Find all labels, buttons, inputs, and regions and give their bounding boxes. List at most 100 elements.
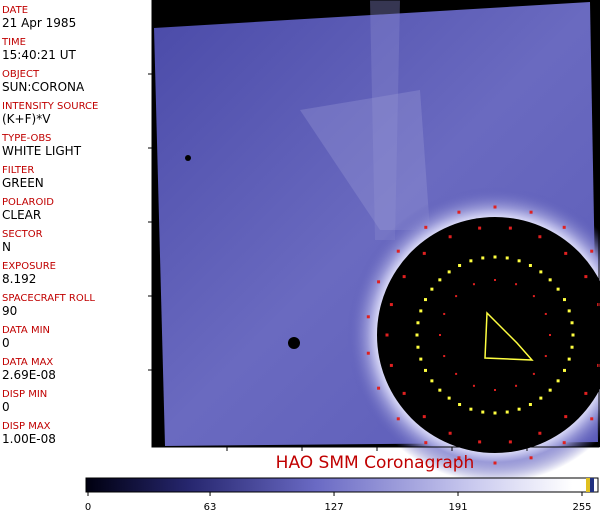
field-value: CLEAR [2,208,41,222]
fiducial [377,280,381,284]
fiducial [567,309,571,313]
fiducial [584,275,588,279]
fiducials [366,205,600,465]
colorbar-tick-label: 191 [448,502,467,512]
fiducial [396,417,400,421]
fiducial [389,303,393,307]
fiducial [584,391,588,395]
fiducial [505,410,509,414]
fiducial [377,386,381,390]
fiducial [457,456,461,460]
title: HAO SMM Coronagraph [276,453,475,473]
fiducial [508,440,512,444]
fiducial [419,309,423,313]
fiducial [455,295,458,298]
fiducial [590,249,594,253]
field-value: 2.69E-08 [2,368,56,382]
fiducial [402,275,406,279]
field-label: INTENSITY SOURCE [2,101,98,112]
fiducial [396,249,400,253]
fiducial [493,255,497,259]
fiducial [455,372,458,375]
fiducial [448,235,452,239]
fiducial [562,368,566,372]
field-label: TYPE-OBS [1,133,51,144]
field-label: DATA MIN [2,325,50,336]
field-label: EXPOSURE [2,261,56,272]
field-value: 0 [2,336,10,350]
fiducial [556,287,560,291]
fiducial [538,431,542,435]
field-label: TIME [1,37,26,48]
fiducial [438,388,442,392]
field-value: SUN:CORONA [2,80,85,94]
fiducial [570,321,574,325]
fiducial [416,345,420,349]
fiducial [472,384,475,387]
fiducial [478,440,482,444]
fiducial [430,379,434,383]
colorbar-tick-label: 0 [85,502,91,512]
fiducial [562,225,566,229]
fiducial [424,368,428,372]
fiducial [415,333,419,337]
field-label: DISP MIN [2,389,47,400]
image-frame [151,0,600,448]
fiducial [385,333,389,337]
field-value: (K+F)*V [2,112,51,126]
fiducial [443,355,446,358]
fiducial [544,355,547,358]
fiducial [538,235,542,239]
field-label: SECTOR [2,229,43,240]
streamer [300,90,430,230]
fiducial [539,396,543,400]
pylon-outline [484,311,534,361]
field-value: GREEN [2,176,44,190]
colorbar [85,477,599,493]
field-value: 8.192 [2,272,36,286]
fiducial [539,270,543,274]
fiducial [562,441,566,445]
dust-spot [185,155,191,161]
field-label: DATE [2,5,28,16]
occulter [377,217,600,453]
fiducial [422,251,426,255]
field-label: SPACECRAFT ROLL [2,293,95,304]
fiducial [532,295,535,298]
fiducial [571,333,575,337]
fiducial [515,384,518,387]
colorbar-tick-label: 63 [204,502,217,512]
fiducial [481,256,485,260]
fiducial [548,278,552,282]
fiducial [389,363,393,367]
fiducial [528,264,532,268]
fiducial [447,270,451,274]
fiducial [424,225,428,229]
fiducial [472,283,475,286]
fiducial [544,312,547,315]
fiducial [443,312,446,315]
fiducial [439,334,441,336]
fiducial [532,372,535,375]
fiducial [481,410,485,414]
fiducial [469,407,473,411]
fiducial [366,351,370,355]
fiducial [528,402,532,406]
fiducial [556,379,560,383]
field-label: OBJECT [2,69,40,80]
fiducial [419,357,423,361]
field-label: FILTER [2,165,34,176]
fiducial [438,278,442,282]
fiducial [402,391,406,395]
fiducial [493,205,497,209]
field-value: WHITE LIGHT [2,144,82,158]
fiducial [515,283,518,286]
colorbar-marker [590,478,594,492]
fiducial [549,334,551,336]
fiducial [517,259,521,263]
field-label: DISP MAX [2,421,51,432]
field-value: N [2,240,11,254]
fiducial [366,315,370,319]
fiducial [458,264,462,268]
field-value: 1.00E-08 [2,432,56,446]
